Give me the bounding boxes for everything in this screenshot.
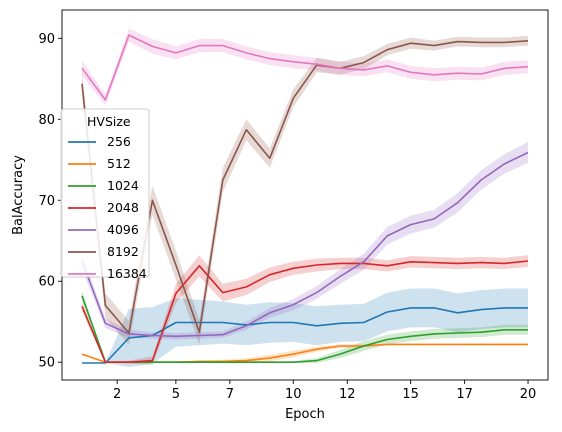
- x-tick-label: 17: [456, 387, 473, 402]
- y-axis-label: BalAccuracy: [11, 155, 26, 235]
- legend-title: HVSize: [87, 114, 131, 129]
- legend-item-4096: 4096: [68, 222, 139, 237]
- x-axis-label: Epoch: [285, 407, 325, 422]
- series-line-8192: [81, 40, 529, 334]
- band-2048: [82, 255, 528, 365]
- legend: HVSize 256 512 1024 2048 4096 8192 16384: [60, 108, 150, 281]
- y-tick-label: 90: [38, 32, 55, 47]
- y-tick-label: 80: [38, 113, 55, 128]
- x-tick-label: 7: [226, 387, 234, 402]
- legend-label: 4096: [107, 222, 139, 237]
- legend-item-16384: 16384: [68, 266, 147, 281]
- series-line-16384: [81, 34, 529, 101]
- band-512: [82, 343, 528, 363]
- y-tick-label: 60: [38, 275, 55, 290]
- series-line-2048: [81, 260, 529, 363]
- series-line-256: [82, 307, 528, 364]
- y-tick-label: 50: [38, 356, 55, 371]
- x-tick-label: 20: [520, 387, 537, 402]
- legend-label: 256: [107, 134, 131, 149]
- x-tick-label: 2: [113, 387, 121, 402]
- legend-item-1024: 1024: [68, 178, 139, 193]
- x-tick-label: 12: [339, 387, 356, 402]
- legend-item-512: 512: [68, 156, 131, 171]
- series-lines: [81, 34, 529, 364]
- legend-item-8192: 8192: [68, 244, 139, 259]
- x-axis-ticks: 2 5 7 10 12 15 17 20: [113, 380, 536, 402]
- y-axis-ticks: 50 60 70 80 90: [38, 32, 62, 371]
- x-tick-label: 10: [285, 387, 302, 402]
- series-line-4096: [81, 151, 529, 338]
- series-line-1024: [81, 295, 528, 363]
- legend-items: 256 512 1024 2048 4096 8192 16384: [68, 134, 147, 281]
- y-tick-label: 70: [38, 194, 55, 209]
- x-tick-label: 15: [402, 387, 419, 402]
- legend-label: 1024: [107, 178, 139, 193]
- legend-label: 512: [107, 156, 131, 171]
- legend-item-2048: 2048: [68, 200, 139, 215]
- band-4096: [82, 142, 528, 340]
- x-tick-label: 5: [172, 387, 180, 402]
- legend-label: 2048: [107, 200, 139, 215]
- legend-label: 8192: [107, 244, 139, 259]
- legend-box: [60, 108, 150, 278]
- legend-label: 16384: [107, 266, 147, 281]
- legend-item-256: 256: [68, 134, 131, 149]
